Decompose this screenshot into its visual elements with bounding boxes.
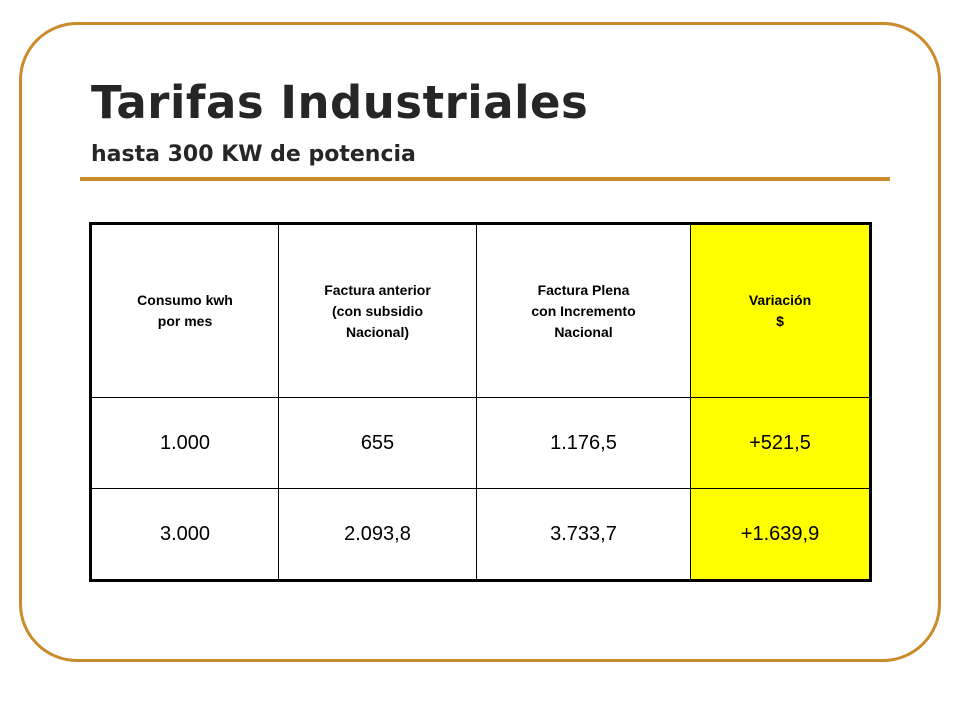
header-line: con Incremento [531,302,636,319]
header-factura-plena: Factura Plena con Incremento Nacional [476,222,691,398]
cell-factura-plena: 1.176,5 [476,397,691,489]
slide-frame [19,22,941,662]
header-consumo: Consumo kwh por mes [89,222,279,398]
header-line: Nacional [554,323,613,340]
header-line: (con subsidio [332,302,423,319]
header-line: Factura anterior [324,281,431,298]
cell-consumo: 1.000 [89,397,279,489]
slide-title: Tarifas Industriales [91,76,589,129]
tariff-table: Consumo kwh por mes Factura anterior (co… [89,222,872,582]
table-row: 3.000 2.093,8 3.733,7 +1.639,9 [89,488,872,582]
header-variacion: Variación $ [690,222,872,398]
header-line: Factura Plena [537,281,630,298]
title-underline [80,177,890,181]
header-line: por mes [157,313,213,329]
cell-factura-anterior: 655 [278,397,477,489]
header-line: Variación [748,292,812,308]
table-row: 1.000 655 1.176,5 +521,5 [89,397,872,489]
header-factura-anterior: Factura anterior (con subsidio Nacional) [278,222,477,398]
table-header-row: Consumo kwh por mes Factura anterior (co… [89,222,872,398]
slide-subtitle: hasta 300 KW de potencia [91,142,416,167]
cell-factura-plena: 3.733,7 [476,488,691,582]
cell-factura-anterior: 2.093,8 [278,488,477,582]
header-line: Nacional) [345,323,409,340]
header-line: Consumo kwh [137,292,233,308]
cell-consumo: 3.000 [89,488,279,582]
cell-variacion: +1.639,9 [690,488,872,582]
header-line: $ [776,313,784,329]
cell-variacion: +521,5 [690,397,872,489]
